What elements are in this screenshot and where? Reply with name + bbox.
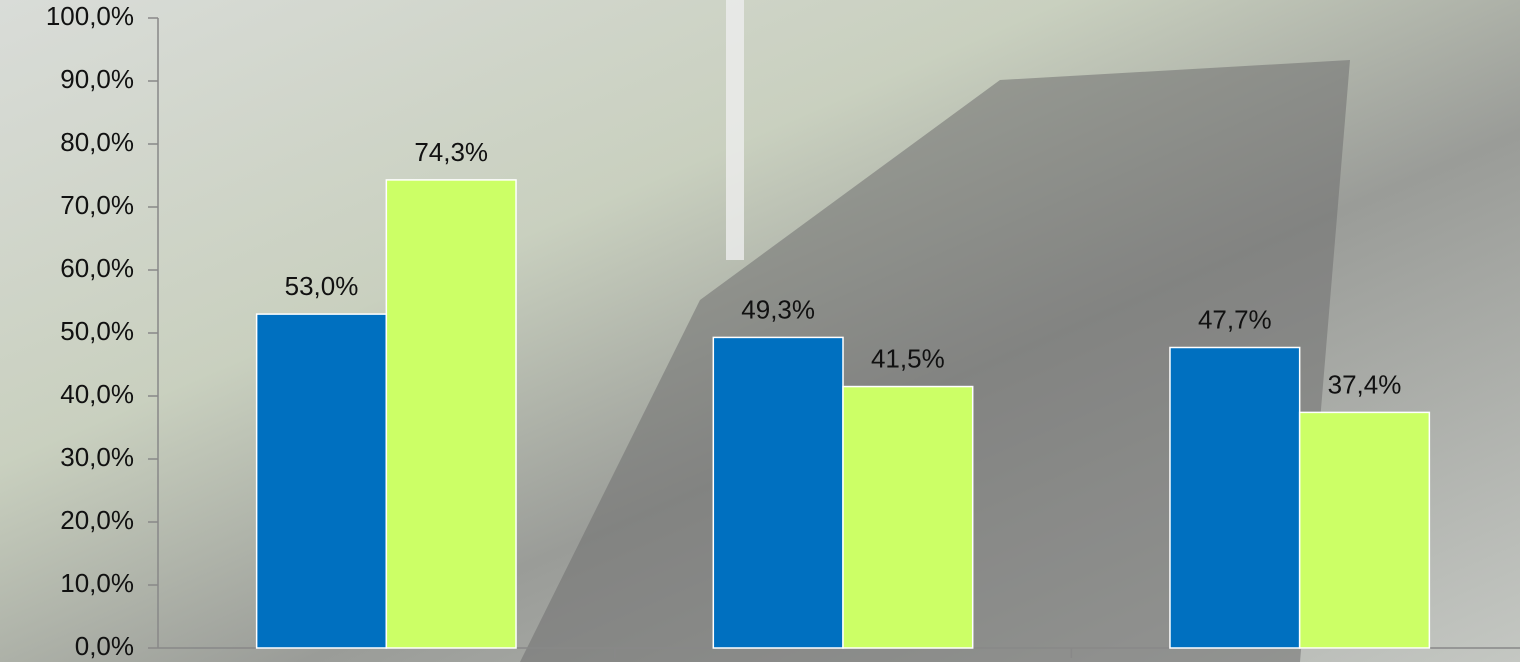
data-label: 74,3% (414, 137, 488, 167)
flagpole (726, 0, 744, 260)
bar (1169, 346, 1301, 649)
y-tick-label: 60,0% (60, 253, 134, 283)
bar (1298, 411, 1431, 649)
y-tick-label: 40,0% (60, 379, 134, 409)
y-tick-label: 90,0% (60, 64, 134, 94)
y-tick-label: 10,0% (60, 568, 134, 598)
y-tick-label: 0,0% (75, 631, 134, 661)
data-label: 37,4% (1328, 369, 1402, 399)
bar (712, 336, 844, 649)
y-tick-label: 30,0% (60, 442, 134, 472)
data-label: 47,7% (1198, 304, 1272, 334)
y-tick-label: 80,0% (60, 127, 134, 157)
y-tick-label: 50,0% (60, 316, 134, 346)
y-tick-label: 70,0% (60, 190, 134, 220)
bar (255, 313, 388, 649)
bar (842, 385, 974, 649)
y-tick-label: 100,0% (46, 1, 134, 31)
bar (385, 179, 517, 649)
data-label: 41,5% (871, 343, 945, 373)
data-label: 53,0% (285, 271, 359, 301)
y-tick-label: 20,0% (60, 505, 134, 535)
data-label: 49,3% (741, 294, 815, 324)
